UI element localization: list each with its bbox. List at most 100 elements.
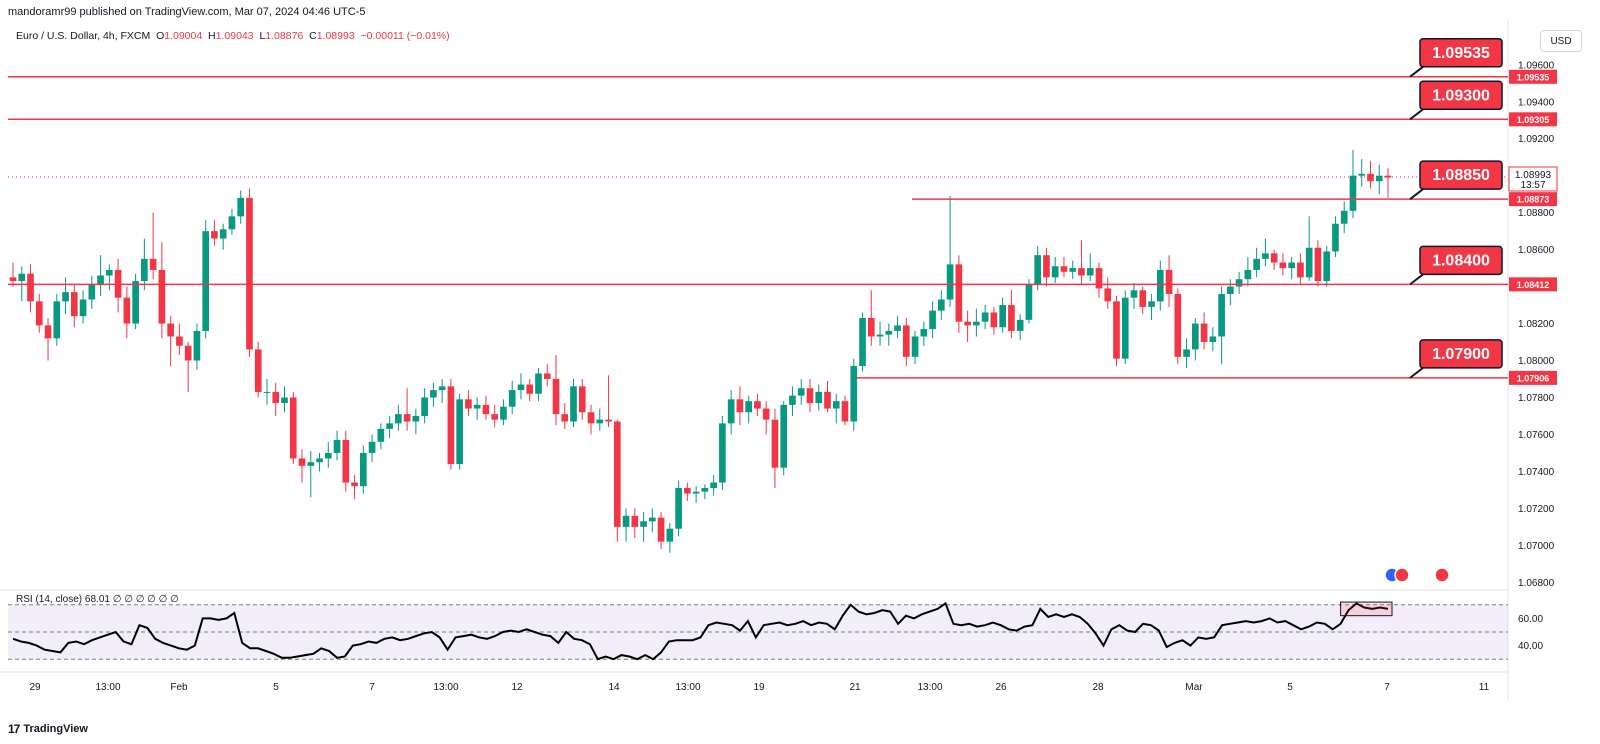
axis-price-tag-label: 1.09535 — [1517, 72, 1550, 82]
candle-body — [613, 421, 621, 527]
candle-body — [859, 318, 866, 367]
axis-price-tag — [1509, 370, 1557, 385]
open-label: O — [156, 30, 165, 42]
low-label: L — [259, 30, 266, 42]
candle — [1086, 253, 1094, 282]
callout-pointer — [1409, 367, 1424, 379]
candle-body — [824, 391, 831, 409]
candle-body — [193, 330, 201, 361]
candle — [535, 367, 542, 402]
candle — [359, 445, 367, 494]
candle-body — [920, 329, 928, 337]
candle — [176, 323, 183, 355]
candle — [876, 321, 884, 346]
candle — [710, 475, 717, 496]
candle — [1323, 245, 1331, 287]
candle — [403, 388, 411, 431]
candle-body — [508, 390, 516, 407]
candle — [1104, 277, 1112, 309]
candle — [1078, 240, 1085, 285]
candle — [106, 264, 113, 291]
open-value: 1.09004 — [164, 30, 203, 42]
candle-body — [176, 336, 183, 346]
y-tick-label: 1.08800 — [1518, 208, 1555, 219]
candle — [237, 190, 245, 224]
candle-body — [1358, 173, 1366, 176]
candle — [622, 508, 630, 542]
candle-body — [141, 258, 148, 282]
candle — [666, 523, 674, 553]
candle-body — [237, 197, 245, 217]
candle — [289, 391, 297, 465]
candle — [1375, 164, 1383, 195]
candle-body — [1340, 210, 1348, 224]
candle-body — [596, 419, 604, 424]
x-tick-label: 14 — [608, 682, 620, 693]
candle-body — [789, 395, 796, 405]
candle-body — [1165, 269, 1173, 294]
candle — [1262, 238, 1269, 267]
x-tick-label: 19 — [753, 682, 765, 693]
candle — [587, 404, 595, 435]
candle — [491, 404, 499, 428]
candle — [657, 512, 665, 550]
level-callout-label: 1.09300 — [1432, 87, 1490, 104]
candle — [824, 380, 831, 413]
candle — [473, 397, 481, 420]
candle — [9, 262, 17, 287]
level-callout — [1419, 160, 1503, 190]
candle — [754, 393, 761, 416]
candle — [1253, 247, 1260, 278]
candle-body — [675, 488, 682, 529]
currency-button[interactable]: USD — [1540, 30, 1582, 52]
x-tick-label: 5 — [273, 682, 279, 693]
change-value: −0.00011 (−0.01%) — [360, 30, 450, 42]
candle — [386, 415, 393, 439]
candle-body — [1218, 293, 1225, 337]
candle-body — [981, 312, 989, 322]
x-tick-label: 5 — [1287, 682, 1293, 693]
candle — [1069, 260, 1077, 280]
candle — [324, 441, 332, 468]
candle — [211, 220, 218, 246]
level-callout — [1419, 80, 1503, 111]
x-tick-label: 11 — [1479, 682, 1490, 693]
candle — [1156, 260, 1164, 311]
candle — [27, 264, 34, 313]
callout-pointer — [1409, 273, 1424, 286]
candle — [1244, 257, 1252, 287]
candle — [97, 255, 104, 296]
rsi-legend[interactable]: RSI (14, close) 68.01 ∅ ∅ ∅ ∅ ∅ ∅ — [16, 594, 179, 605]
candle-body — [386, 423, 393, 429]
tradingview-logo[interactable]: 17 TradingView — [8, 722, 88, 736]
candle — [570, 378, 577, 428]
candle — [395, 404, 402, 431]
candle-body — [1104, 288, 1112, 302]
candle — [62, 277, 69, 315]
candle-body — [911, 336, 919, 357]
candle-body — [955, 264, 963, 322]
candle-body — [211, 231, 218, 239]
level-callout-label: 1.07900 — [1432, 346, 1490, 363]
candle-body — [1191, 323, 1199, 350]
x-tick-label: 7 — [369, 682, 375, 693]
callout-pointer — [1409, 66, 1424, 78]
candle — [1113, 295, 1120, 367]
candle-body — [1078, 268, 1085, 276]
candle — [228, 208, 236, 235]
y-tick-label: 1.08200 — [1518, 319, 1555, 330]
countdown-label: 13:57 — [1520, 180, 1545, 191]
candle-body — [1244, 269, 1252, 280]
candle — [79, 290, 87, 324]
candle — [780, 401, 788, 476]
symbol-name[interactable]: Euro / U.S. Dollar, 4h, FXCM — [16, 30, 151, 42]
candle-body — [754, 401, 761, 409]
candle-body — [438, 386, 446, 391]
candle-body — [1332, 223, 1339, 252]
candle-body — [762, 408, 770, 420]
candle-body — [184, 345, 192, 361]
candle — [149, 212, 157, 280]
x-tick-label: 13:00 — [433, 682, 458, 693]
candle — [70, 284, 78, 328]
